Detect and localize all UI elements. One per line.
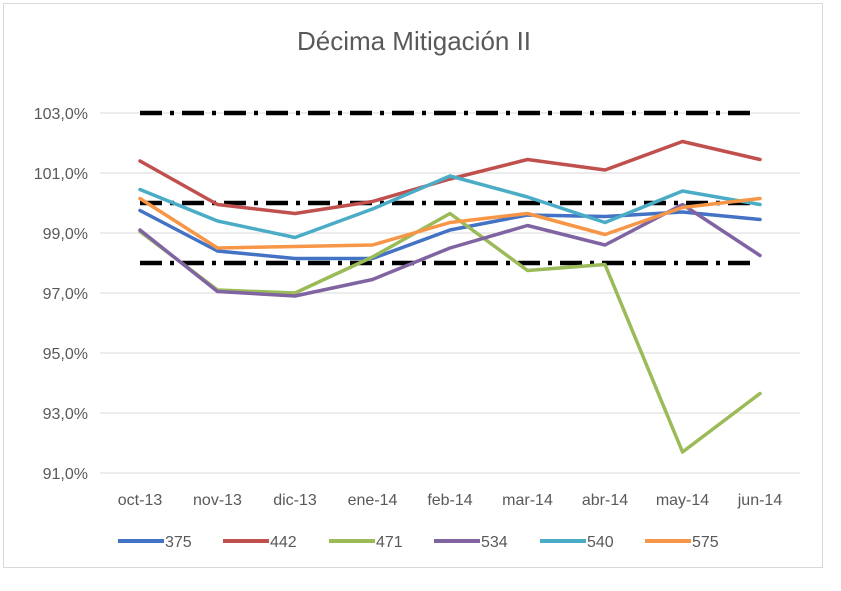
series-line-540 bbox=[138, 174, 762, 240]
y-tick-label: 103,0% bbox=[34, 106, 88, 123]
legend-label: 575 bbox=[692, 534, 719, 551]
x-tick-label: feb-14 bbox=[427, 492, 472, 509]
series-line-471 bbox=[138, 211, 762, 454]
series-lines bbox=[138, 139, 762, 454]
x-tick-label: nov-13 bbox=[193, 492, 242, 509]
series-line-534 bbox=[138, 202, 762, 298]
legend-label: 442 bbox=[270, 534, 297, 551]
series-line-442 bbox=[138, 139, 762, 216]
legend-label: 534 bbox=[481, 534, 508, 551]
x-tick-label: jun-14 bbox=[737, 492, 783, 509]
y-tick-label: 101,0% bbox=[34, 166, 88, 183]
series-line-575 bbox=[138, 196, 762, 250]
gridlines bbox=[100, 112, 800, 474]
legend: 375 442 471 534 540 575 bbox=[118, 534, 719, 551]
y-tick-label: 97,0% bbox=[43, 286, 88, 303]
chart-frame bbox=[3, 3, 823, 568]
x-tick-label: abr-14 bbox=[582, 492, 628, 509]
y-tick-label: 93,0% bbox=[43, 406, 88, 423]
legend-label: 540 bbox=[587, 534, 614, 551]
x-tick-label: mar-14 bbox=[502, 492, 553, 509]
reference-lines bbox=[140, 110, 750, 266]
legend-label: 471 bbox=[376, 534, 403, 551]
y-tick-label: 99,0% bbox=[43, 226, 88, 243]
x-tick-label: oct-13 bbox=[118, 492, 163, 509]
legend-label: 375 bbox=[165, 534, 192, 551]
x-tick-label: may-14 bbox=[656, 492, 709, 509]
y-tick-label: 91,0% bbox=[43, 466, 88, 483]
series-line-375 bbox=[138, 208, 762, 261]
x-tick-label: ene-14 bbox=[348, 492, 398, 509]
y-axis-labels: 91,0% 93,0% 95,0% 97,0% 99,0% 101,0% 103,0% bbox=[34, 106, 88, 483]
x-axis-labels: oct-13 nov-13 dic-13 ene-14 feb-14 mar-14 abr-… bbox=[118, 492, 783, 509]
chart-title: Décima Mitigación II bbox=[297, 26, 531, 56]
x-tick-label: dic-13 bbox=[273, 492, 317, 509]
y-tick-label: 95,0% bbox=[43, 346, 88, 363]
